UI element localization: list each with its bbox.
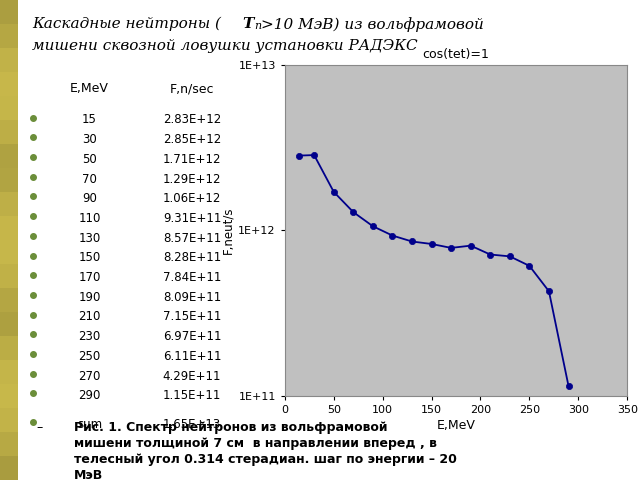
Bar	[0, 408, 18, 432]
Bar	[0, 432, 18, 456]
Text: телесный угол 0.314 стерадиан. шаг по энергии – 20: телесный угол 0.314 стерадиан. шаг по эн…	[74, 453, 457, 466]
Bar	[0, 360, 18, 384]
Text: 270: 270	[79, 370, 100, 383]
Text: 2.83E+12: 2.83E+12	[163, 113, 221, 126]
Text: –: –	[36, 420, 43, 434]
Text: МэВ: МэВ	[74, 469, 103, 480]
Bar	[0, 192, 18, 216]
Bar	[0, 456, 18, 480]
Text: 250: 250	[79, 350, 100, 363]
Text: 90: 90	[82, 192, 97, 205]
Bar	[0, 144, 18, 168]
Text: >10 МэВ) из вольфрамовой: >10 МэВ) из вольфрамовой	[261, 17, 484, 32]
Text: мишени толщиной 7 см  в направлении вперед , в: мишени толщиной 7 см в направлении впере…	[74, 437, 436, 450]
Text: 15: 15	[82, 113, 97, 126]
Text: Рис. 1. Спектр нейтронов из вольфрамовой: Рис. 1. Спектр нейтронов из вольфрамовой	[74, 420, 387, 434]
Text: 1.71E+12: 1.71E+12	[163, 153, 221, 166]
Text: 6.11E+11: 6.11E+11	[163, 350, 221, 363]
Text: 1.65E+13: 1.65E+13	[163, 418, 221, 431]
Text: 30: 30	[82, 133, 97, 146]
Text: 7.84E+11: 7.84E+11	[163, 271, 221, 284]
Text: 2.85E+12: 2.85E+12	[163, 133, 221, 146]
Bar	[0, 168, 18, 192]
X-axis label: E,MeV: E,MeV	[436, 419, 476, 432]
Bar	[0, 0, 18, 24]
Text: 230: 230	[79, 330, 100, 343]
Bar	[0, 384, 18, 408]
Text: 290: 290	[79, 389, 100, 402]
Text: 8.57E+11: 8.57E+11	[163, 232, 221, 245]
Text: 1.29E+12: 1.29E+12	[163, 173, 221, 186]
Text: мишени сквозной ловушки установки РАДЭКС: мишени сквозной ловушки установки РАДЭКС	[32, 39, 418, 53]
Bar	[0, 216, 18, 240]
Bar	[0, 240, 18, 264]
Text: F,n/sec: F,n/sec	[170, 83, 214, 96]
Text: 9.31E+11: 9.31E+11	[163, 212, 221, 225]
Text: 4.29E+11: 4.29E+11	[163, 370, 221, 383]
Bar	[0, 48, 18, 72]
Text: 1.15E+11: 1.15E+11	[163, 389, 221, 402]
Text: 150: 150	[79, 252, 100, 264]
Text: 8.09E+11: 8.09E+11	[163, 291, 221, 304]
Text: 170: 170	[79, 271, 100, 284]
Text: T: T	[242, 17, 253, 31]
Text: 7.15E+11: 7.15E+11	[163, 311, 221, 324]
Bar	[0, 24, 18, 48]
Title: cos(tet)=1: cos(tet)=1	[422, 48, 490, 61]
Text: E,MeV: E,MeV	[70, 83, 109, 96]
Text: Каскадные нейтроны (: Каскадные нейтроны (	[32, 17, 221, 31]
Text: 6.97E+11: 6.97E+11	[163, 330, 221, 343]
Text: 1.06E+12: 1.06E+12	[163, 192, 221, 205]
Text: sum: sum	[77, 418, 102, 431]
Bar	[0, 288, 18, 312]
Text: 8.28E+11: 8.28E+11	[163, 252, 221, 264]
Bar	[0, 336, 18, 360]
Bar	[0, 96, 18, 120]
Text: 70: 70	[82, 173, 97, 186]
Text: 50: 50	[82, 153, 97, 166]
Text: 210: 210	[79, 311, 100, 324]
Bar	[0, 264, 18, 288]
Bar	[0, 120, 18, 144]
Text: 130: 130	[79, 232, 100, 245]
Text: 110: 110	[79, 212, 100, 225]
Y-axis label: F,neut/s: F,neut/s	[221, 207, 234, 254]
Text: n: n	[254, 21, 261, 31]
Bar	[0, 312, 18, 336]
Bar	[0, 72, 18, 96]
Text: 190: 190	[79, 291, 100, 304]
